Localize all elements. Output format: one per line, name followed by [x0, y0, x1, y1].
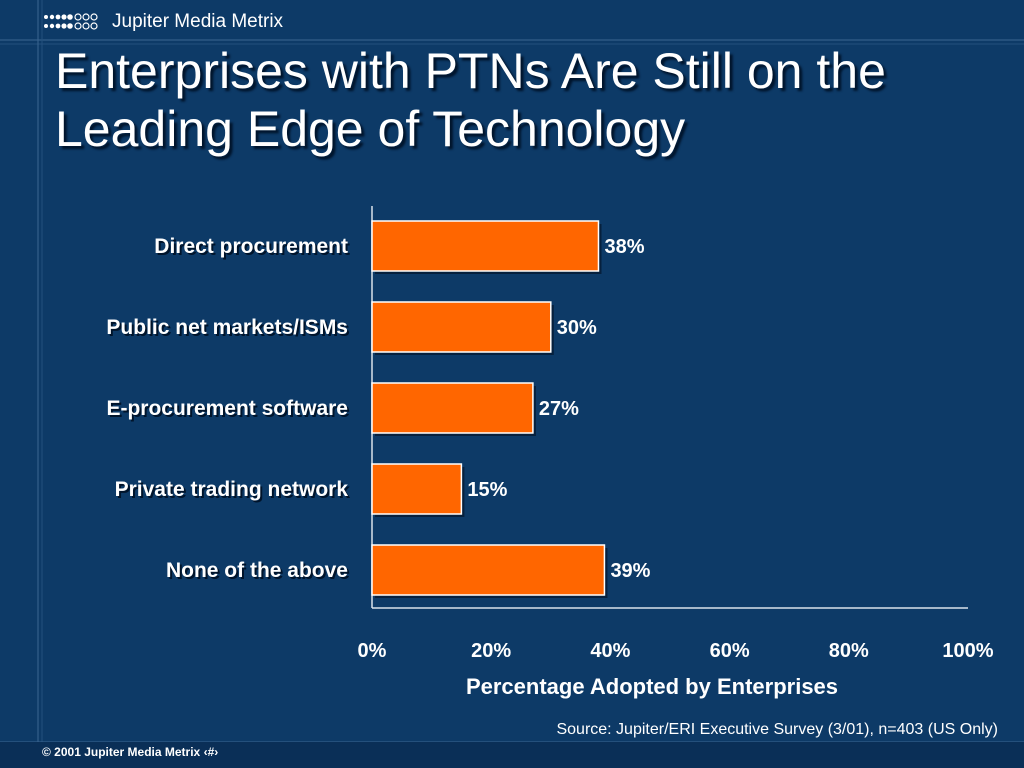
x-tick-label: 80% [829, 640, 869, 662]
category-label-shadow: None of the above [168, 561, 350, 584]
category-label: None of the above [166, 559, 348, 582]
data-label: 39% [610, 560, 650, 582]
data-label: 30% [557, 317, 597, 339]
category-label: Direct procurement [154, 235, 348, 258]
source-note: Source: Jupiter/ERI Executive Survey (3/… [556, 721, 998, 738]
brand-header: Jupiter Media Metrix [42, 11, 283, 33]
brand-name: Jupiter Media Metrix [112, 11, 284, 32]
bar [371, 382, 534, 434]
copyright-footer: © 2001 Jupiter Media Metrix ‹#› [42, 745, 218, 759]
category-label: Private trading network [115, 478, 349, 501]
category-label: Public net markets/ISMs [106, 316, 348, 339]
data-label: 38% [604, 236, 644, 258]
footer-band [0, 742, 1024, 768]
x-tick-label: 60% [710, 640, 750, 662]
bar [371, 544, 606, 596]
category-label-shadow: Public net markets/ISMs [108, 318, 350, 341]
category-label-shadow: E-procurement software [108, 399, 350, 422]
data-label: 15% [467, 479, 507, 501]
page-marker: ‹#› [203, 745, 219, 759]
bar [371, 301, 552, 353]
copyright-text: © 2001 Jupiter Media Metrix [42, 745, 201, 759]
slide-title: Enterprises with PTNs Are Still on the L… [55, 42, 1015, 158]
x-axis-title: Percentage Adopted by Enterprises [466, 674, 838, 699]
dot-grid-logo-icon [44, 13, 98, 30]
slide-title-line-2: Leading Edge of Technology [55, 101, 686, 157]
bar [371, 463, 463, 515]
x-tick-label: 20% [471, 640, 511, 662]
category-label-shadow: Direct procurement [156, 237, 350, 260]
x-tick-label: 40% [590, 640, 630, 662]
x-tick-label: 0% [358, 640, 387, 662]
data-label: 27% [539, 398, 579, 420]
category-label-shadow: Private trading network [117, 480, 351, 503]
bar [371, 220, 600, 272]
x-tick-label: 100% [942, 640, 993, 662]
category-label: E-procurement software [106, 397, 348, 420]
slide-title-line-1: Enterprises with PTNs Are Still on the [55, 43, 886, 99]
